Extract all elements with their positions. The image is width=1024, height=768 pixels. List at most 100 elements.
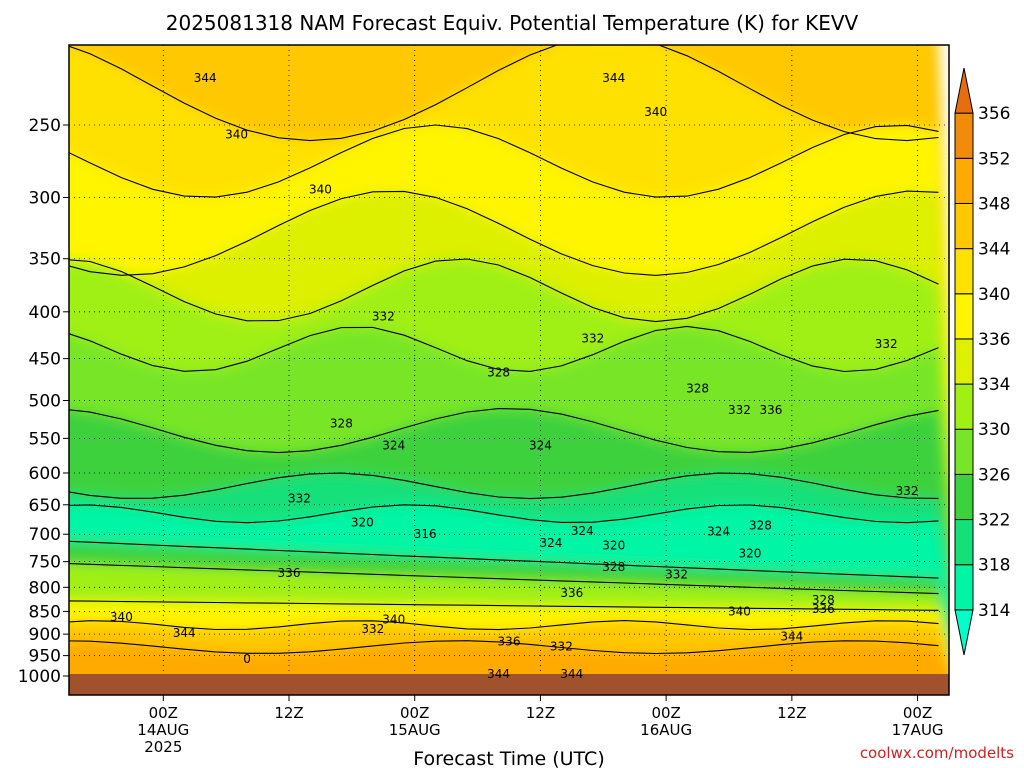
colorbar-swatch — [954, 519, 974, 566]
contour-line — [69, 540, 939, 579]
y-axis: 250 300 350 400 450 500 550 600 650 700 750 800 850 9… — [18, 116, 69, 687]
contour-label: 336 — [498, 635, 521, 649]
grid-lines — [69, 45, 949, 695]
contour-line — [69, 620, 939, 631]
contour-label: 336 — [759, 403, 782, 417]
y-tick-label: 950 — [29, 647, 61, 667]
contour-label: 324 — [571, 524, 594, 538]
contour-label: 332 — [728, 403, 751, 417]
contour-line — [69, 258, 939, 323]
contour-label: 320 — [738, 547, 761, 561]
x-tick-label: 12Z — [777, 704, 806, 722]
x-tick-label: 00Z — [903, 704, 932, 722]
x-tick-label: 00Z — [651, 704, 680, 722]
contour-line — [69, 325, 939, 373]
contour-label: 332 — [361, 622, 384, 636]
colorbar-arrow-low — [954, 609, 974, 656]
y-tick-label: 650 — [29, 496, 61, 516]
contour-label: 328 — [330, 417, 353, 431]
contour-label: 316 — [414, 527, 437, 541]
colorbar-label: 318 — [978, 556, 1010, 576]
contour-label: 340 — [110, 610, 133, 624]
x-tick-label: 16AUG — [640, 721, 692, 739]
contour-label: 336 — [278, 566, 301, 580]
x-tick-label: 15AUG — [389, 721, 441, 739]
colorbar-swatch — [954, 428, 974, 475]
chart-title: 2025081318 NAM Forecast Equiv. Potential… — [166, 11, 859, 35]
contour-line — [69, 640, 939, 655]
contour-label: 332 — [550, 639, 573, 653]
x-tick-label: 00Z — [400, 704, 429, 722]
colorbar-swatch — [954, 112, 974, 159]
y-tick-label: 900 — [29, 625, 61, 645]
x-axis-label: Forecast Time (UTC) — [413, 748, 604, 768]
contour-label: 324 — [539, 536, 562, 550]
contour-label: 332 — [875, 337, 898, 351]
contour-label: 332 — [896, 484, 919, 498]
colorbar-label: 352 — [978, 149, 1010, 169]
contour-label: 344 — [560, 667, 583, 681]
contour-label: 320 — [351, 516, 374, 530]
contour-line — [69, 124, 939, 198]
contour-label: 332 — [288, 492, 311, 506]
colorbar-label: 326 — [978, 465, 1010, 485]
colorbar-label: 340 — [978, 285, 1010, 305]
contour-label: 320 — [602, 538, 625, 552]
y-tick-label: 400 — [29, 303, 61, 323]
y-tick-label: 350 — [29, 250, 61, 270]
y-tick-label: 450 — [29, 350, 61, 370]
credit-text[interactable]: coolwx.com/modelts — [860, 744, 1014, 762]
contour-label: 324 — [382, 439, 405, 453]
contour-label: 324 — [707, 524, 730, 538]
contour-label: 344 — [194, 71, 217, 85]
contour-label: 332 — [665, 568, 688, 582]
contour-label: 344 — [487, 667, 510, 681]
contour-line — [69, 504, 939, 524]
contour-line — [69, 563, 939, 595]
contour-label: 328 — [487, 366, 510, 380]
contour-line — [69, 472, 939, 500]
colorbar-label: 322 — [978, 511, 1010, 531]
contour-label: 336 — [560, 586, 583, 600]
y-tick-label: 750 — [29, 553, 61, 573]
y-tick-label: 850 — [29, 602, 61, 622]
x-tick-label: 00Z — [149, 704, 178, 722]
contour-lines — [69, 45, 939, 655]
contour-label: 328 — [602, 560, 625, 574]
colorbar-label: 330 — [978, 420, 1010, 440]
x-tick-label: 12Z — [526, 704, 555, 722]
colorbar-swatch — [954, 293, 974, 340]
colorbar-label: 336 — [978, 330, 1010, 350]
colorbar-swatch — [954, 383, 974, 430]
contour-label: 340 — [382, 613, 405, 627]
contour-label: 344 — [602, 71, 625, 85]
colorbar-label: 356 — [978, 104, 1010, 124]
colorbar-legend: 314 318 322 326 330 334 336 340 344 348 352 356 — [954, 67, 1010, 656]
y-tick-label: 500 — [29, 392, 61, 412]
contour-label: 332 — [372, 310, 395, 324]
colorbar-label: 334 — [978, 375, 1010, 395]
contour-line — [69, 408, 939, 454]
contour-label: 344 — [173, 626, 196, 640]
colorbar-swatch — [954, 473, 974, 521]
y-tick-label: 700 — [29, 525, 61, 545]
x-tick-label: 2025 — [144, 738, 182, 756]
x-tick-label: 17AUG — [892, 721, 944, 739]
contour-label: 344 — [780, 629, 803, 643]
colorbar-arrow-high — [954, 67, 974, 114]
contour-label: 336 — [812, 602, 835, 616]
contour-label: 328 — [812, 593, 835, 607]
colorbar-swatch — [954, 202, 974, 250]
colorbar-swatch — [954, 564, 974, 611]
y-tick-label: 800 — [29, 578, 61, 598]
contour-label: 340 — [728, 604, 751, 618]
contour-line — [69, 190, 939, 276]
contour-label: 0 — [243, 652, 251, 666]
contour-line — [69, 600, 939, 611]
contour-label: 328 — [686, 381, 709, 395]
colorbar-swatch — [954, 248, 974, 295]
